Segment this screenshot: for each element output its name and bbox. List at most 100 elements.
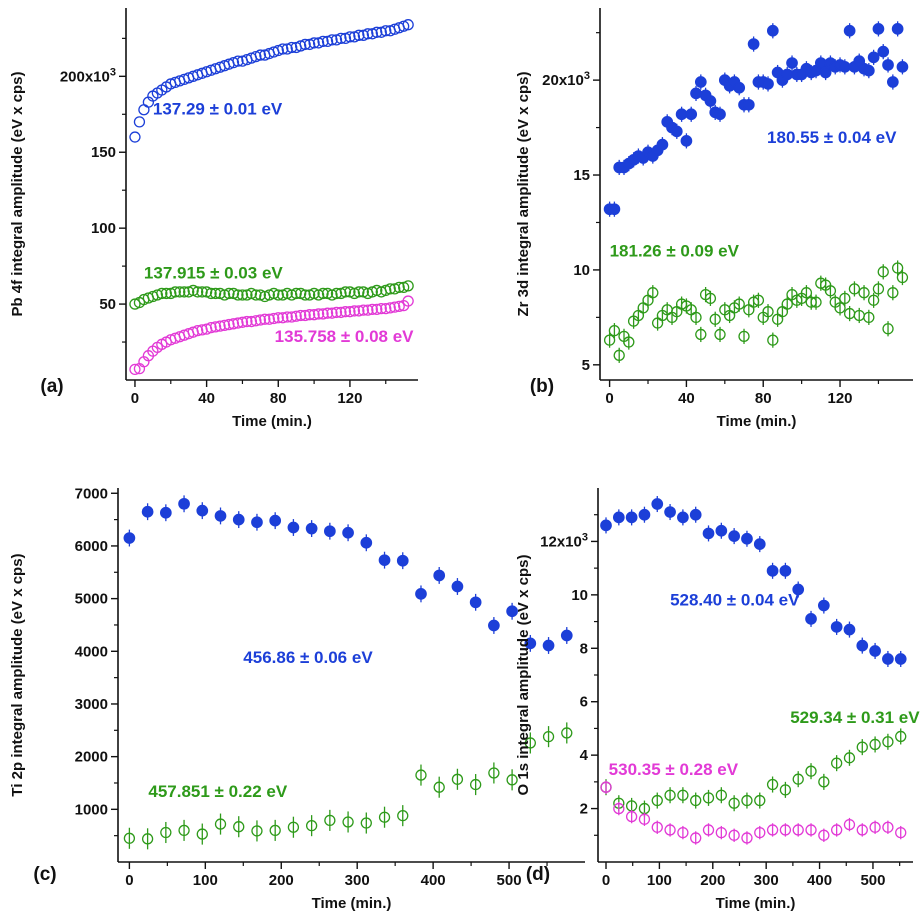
data-point: [831, 824, 843, 836]
data-point: [767, 334, 779, 346]
data-point: [281, 311, 293, 323]
data-point: [380, 284, 392, 297]
data-point: [183, 286, 195, 298]
data-point: [690, 794, 702, 807]
data-point: [389, 301, 401, 313]
data-point: [882, 653, 894, 665]
data-point: [433, 781, 445, 793]
y-axis-label: Ti 2p integral amplitude (eV x cps): [9, 553, 26, 796]
data-point: [838, 60, 851, 73]
data-point: [702, 824, 715, 836]
data-point: [133, 116, 146, 128]
data-point: [366, 28, 378, 40]
data-point: [254, 314, 267, 326]
data-point: [779, 784, 792, 796]
data-point: [895, 826, 907, 839]
data-point: [223, 287, 235, 300]
y-tick-label: 6: [580, 694, 588, 711]
data-point: [839, 292, 851, 305]
annotation-label: 457.851 ± 0.22 eV: [148, 782, 287, 801]
data-point: [141, 833, 154, 845]
y-tick-label: 10: [573, 262, 590, 279]
x-tick-label: 500: [860, 872, 885, 889]
data-point: [882, 323, 894, 335]
data-point: [704, 95, 717, 107]
data-point: [378, 811, 391, 823]
annotation-label: 180.55 ± 0.04 eV: [767, 128, 897, 147]
data-point: [792, 583, 805, 596]
annotation-label: 137.915 ± 0.03 eV: [144, 263, 283, 282]
data-point: [272, 289, 284, 301]
data-point: [295, 40, 307, 52]
x-tick-label: 0: [602, 872, 610, 889]
series-blue: [603, 21, 909, 217]
data-point: [680, 135, 693, 147]
data-point: [277, 289, 289, 301]
data-point: [360, 817, 372, 829]
panel-label: (b): [530, 376, 554, 397]
data-point: [324, 814, 336, 827]
data-point: [690, 832, 702, 844]
data-point: [250, 315, 262, 327]
data-point: [702, 527, 715, 540]
data-point: [715, 789, 727, 801]
data-point: [612, 511, 625, 524]
panel-label: (a): [40, 376, 63, 397]
y-tick-label: 100: [91, 220, 116, 237]
data-point: [690, 311, 702, 324]
data-point: [223, 318, 235, 331]
data-point: [451, 580, 464, 593]
data-point: [339, 306, 352, 318]
annotation-label: 529.34 ± 0.31 eV: [790, 708, 920, 727]
data-point: [858, 287, 870, 299]
data-point: [677, 511, 689, 524]
data-point: [433, 569, 446, 582]
data-point: [872, 283, 885, 295]
x-tick-label: 400: [421, 872, 446, 889]
data-point: [236, 289, 249, 301]
data-point: [344, 306, 356, 318]
data-point: [625, 810, 638, 823]
data-point: [709, 313, 721, 325]
data-point: [714, 108, 726, 121]
data-point: [766, 824, 779, 836]
data-point: [353, 286, 365, 298]
data-point: [214, 510, 227, 522]
data-point: [196, 504, 209, 517]
y-tick-label: 3000: [75, 696, 108, 713]
data-point: [754, 826, 766, 839]
data-point: [834, 302, 846, 314]
data-point: [342, 816, 354, 828]
data-point: [286, 41, 298, 54]
data-point: [805, 613, 817, 625]
data-point: [295, 287, 307, 300]
data-point: [638, 508, 651, 521]
data-point: [738, 330, 750, 342]
data-point: [830, 621, 843, 633]
data-point: [303, 38, 316, 51]
data-point: [766, 24, 779, 37]
data-point: [613, 349, 625, 361]
annotation-label: 456.86 ± 0.06 eV: [243, 648, 373, 667]
data-point: [805, 765, 817, 777]
data-point: [402, 280, 414, 292]
y-axis-label: Zr 3d integral amplitude (eV x cps): [515, 71, 532, 316]
y-axis-label: O 1s integral amplitude (eV x cps): [515, 555, 532, 796]
x-tick-label: 0: [131, 390, 139, 407]
data-point: [603, 334, 616, 346]
data-point: [613, 802, 625, 815]
data-point: [651, 821, 663, 833]
data-point: [843, 24, 856, 37]
data-point: [378, 554, 391, 567]
data-point: [371, 284, 383, 297]
data-point: [402, 19, 414, 31]
x-tick-label: 80: [755, 390, 772, 407]
data-point: [339, 286, 352, 298]
data-point: [872, 23, 885, 35]
data-point: [218, 289, 231, 301]
data-point: [690, 87, 702, 100]
data-point: [896, 271, 909, 284]
data-point: [488, 767, 500, 779]
data-point: [254, 289, 267, 301]
panel-2: 0 40 80 120 5 10 15 20x103 Time (min.) Zr 3d inte…: [515, 8, 913, 430]
